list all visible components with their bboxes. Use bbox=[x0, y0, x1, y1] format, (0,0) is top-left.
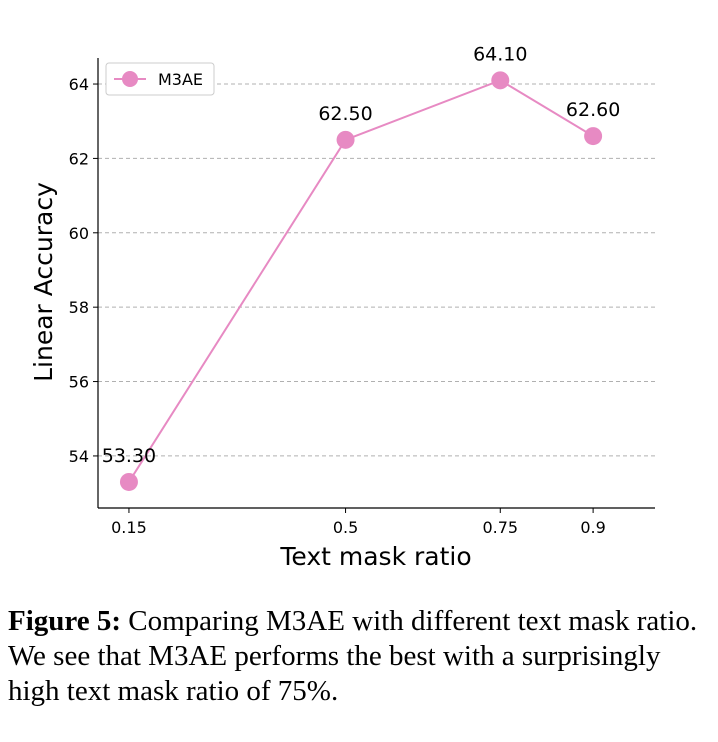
data-label: 62.50 bbox=[318, 103, 372, 125]
legend: M3AE bbox=[105, 62, 215, 96]
series-m3ae bbox=[119, 71, 603, 491]
data-point bbox=[584, 127, 603, 146]
legend-entry-m3ae: M3AE bbox=[158, 70, 203, 89]
x-axis-label: Text mask ratio bbox=[279, 542, 471, 571]
caption-text: Comparing M3AE with different text mask … bbox=[8, 605, 698, 707]
x-tick-label: 0.75 bbox=[482, 518, 518, 537]
y-axis-label: Linear Accuracy bbox=[29, 182, 58, 382]
axes bbox=[97, 58, 655, 509]
data-label: 62.60 bbox=[566, 99, 620, 121]
y-tick-label: 56 bbox=[69, 373, 89, 392]
data-point bbox=[119, 472, 138, 491]
figure-caption: Figure 5: Comparing M3AE with different … bbox=[8, 604, 714, 709]
data-point bbox=[336, 130, 355, 149]
y-ticks: 54 56 58 60 62 64 bbox=[69, 75, 98, 466]
data-label: 64.10 bbox=[473, 43, 527, 65]
x-tick-label: 0.15 bbox=[111, 518, 147, 537]
line-chart: 54 56 58 60 62 64 0.15 0.5 0.75 0.9 53.30 62.50 64… bbox=[29, 43, 655, 571]
x-tick-label: 0.5 bbox=[333, 518, 358, 537]
y-tick-label: 62 bbox=[69, 149, 89, 168]
legend-marker bbox=[122, 71, 138, 87]
data-point bbox=[491, 71, 510, 90]
legend-box bbox=[105, 62, 215, 96]
y-tick-label: 64 bbox=[69, 75, 89, 94]
y-tick-label: 60 bbox=[69, 224, 89, 243]
y-tick-label: 54 bbox=[69, 447, 89, 466]
x-ticks: 0.15 0.5 0.75 0.9 bbox=[111, 508, 606, 537]
figure-label: Figure 5: bbox=[8, 605, 122, 637]
series-line bbox=[128, 79, 594, 483]
x-tick-label: 0.9 bbox=[580, 518, 605, 537]
y-tick-label: 58 bbox=[69, 298, 89, 317]
data-labels: 53.30 62.50 64.10 62.60 bbox=[102, 43, 621, 467]
data-label: 53.30 bbox=[102, 445, 156, 467]
